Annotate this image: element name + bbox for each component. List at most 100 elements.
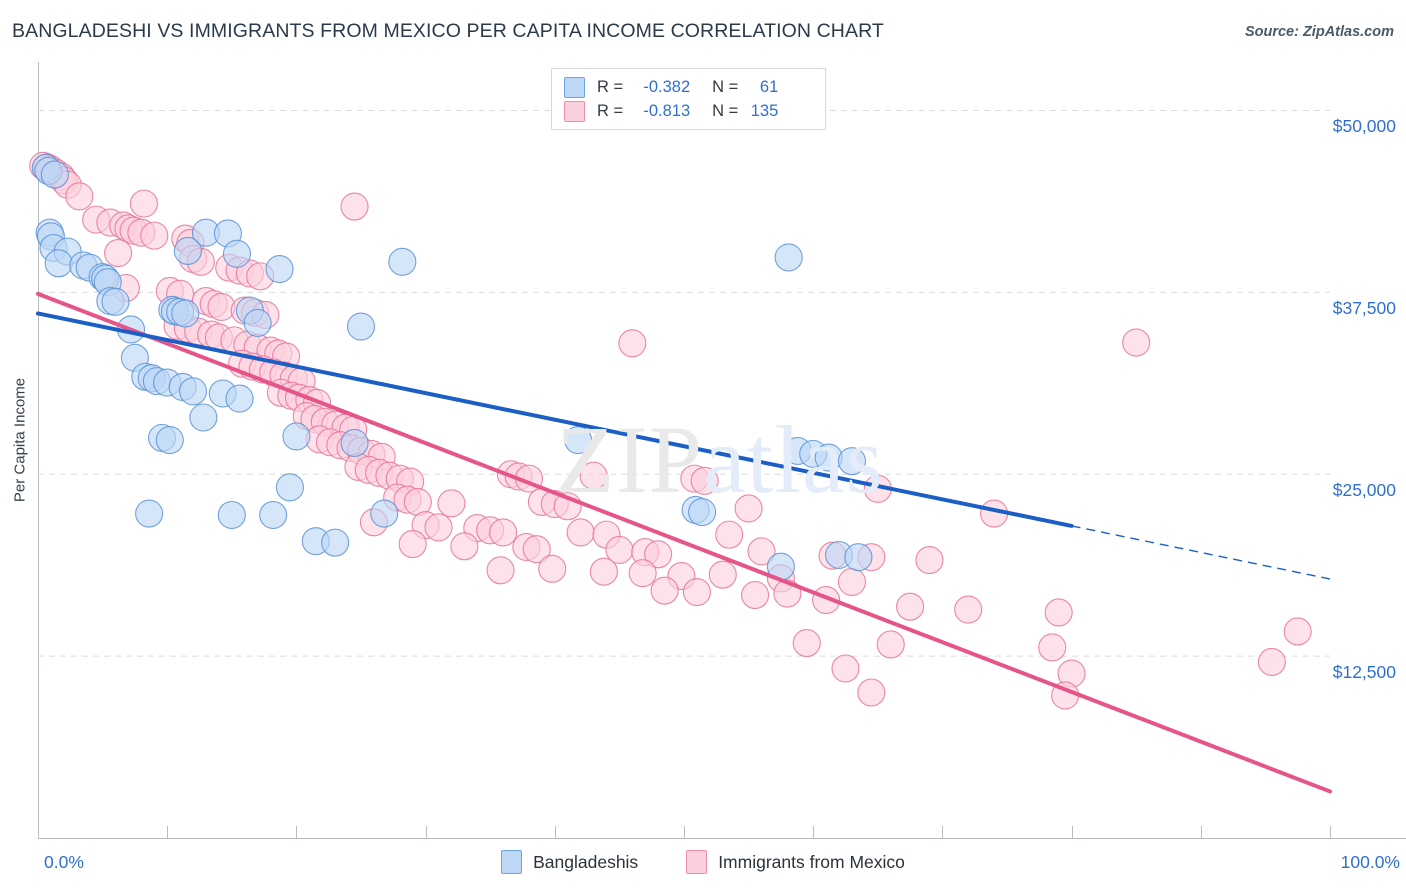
data-point (178, 377, 208, 406)
r-label-pink: R = (597, 101, 624, 120)
data-point (522, 535, 551, 564)
legend-item-bangladeshis[interactable]: Bangladeshis (501, 850, 638, 874)
data-point (644, 540, 673, 569)
data-point (129, 189, 158, 218)
data-point (741, 580, 770, 610)
data-point (876, 630, 905, 659)
data-point (65, 182, 94, 211)
source-attribution: Source: ZipAtlas.com (1244, 24, 1394, 40)
data-point (489, 518, 518, 547)
x-axis-tick (554, 826, 556, 838)
n-value-pink: 135 (750, 101, 779, 120)
data-point (340, 428, 369, 458)
legend-label-bangladeshis: Bangladeshis (533, 851, 639, 872)
data-point (275, 473, 304, 502)
data-point (650, 576, 679, 605)
x-axis-tick (1071, 826, 1073, 838)
data-point (171, 299, 200, 328)
y-axis-tick-label: $25,000 (1332, 480, 1396, 501)
y-axis-title-container: Per Capita Income (0, 340, 40, 540)
data-point (628, 559, 657, 588)
data-point (140, 221, 169, 250)
data-point (346, 312, 376, 341)
r-label-blue: R = (597, 77, 624, 96)
data-point (682, 578, 711, 607)
correlation-legend: R = -0.382 N = 61 R = -0.813 N = 135 (551, 68, 826, 130)
n-label-pink: N = (712, 101, 739, 120)
x-axis-tick (942, 826, 944, 838)
correlation-row-bangladeshis: R = -0.382 N = 61 (564, 75, 815, 99)
data-point (814, 443, 843, 472)
data-point (259, 500, 288, 530)
data-point (1122, 328, 1151, 357)
data-point (40, 160, 69, 189)
data-point (282, 422, 311, 451)
data-point (155, 426, 184, 455)
series-points-0 (31, 153, 873, 581)
data-point (954, 595, 983, 624)
data-point (1257, 647, 1286, 676)
data-point (101, 287, 130, 316)
x-axis-tick (425, 826, 427, 838)
data-point (566, 518, 595, 547)
legend-item-mexico[interactable]: Immigrants from Mexico (686, 850, 905, 874)
data-point (135, 499, 164, 528)
data-point (837, 447, 867, 476)
data-point (831, 654, 860, 683)
page-title: BANGLADESHI VS IMMIGRANTS FROM MEXICO PE… (12, 20, 884, 42)
x-axis-tick (813, 826, 815, 838)
x-axis-tick (38, 826, 39, 838)
data-point (189, 403, 218, 432)
data-point (265, 255, 294, 284)
scatter-canvas (29, 109, 1332, 794)
legend-label-mexico: Immigrants from Mexico (718, 851, 905, 872)
data-point (774, 243, 803, 272)
plot-area (29, 62, 1332, 838)
data-point (734, 494, 763, 523)
data-point (217, 500, 246, 530)
data-point (1038, 633, 1067, 662)
data-point (792, 628, 821, 658)
data-point (225, 384, 254, 413)
data-point (564, 426, 593, 455)
legend-color-mexico (686, 850, 708, 874)
data-point (388, 247, 417, 276)
data-point (173, 236, 202, 265)
data-point (747, 537, 776, 566)
data-point (579, 461, 608, 490)
data-point (1283, 617, 1312, 646)
r-value-blue: -0.382 (643, 77, 691, 96)
r-value-pink: -0.813 (643, 101, 691, 120)
y-axis-tick-label: $50,000 (1332, 116, 1396, 137)
x-axis-tick (296, 826, 298, 838)
data-point (915, 546, 944, 575)
data-point (243, 308, 272, 337)
x-axis-line (38, 838, 1406, 839)
data-point (104, 239, 133, 268)
data-point (708, 560, 737, 589)
legend-swatch-blue (564, 76, 585, 98)
data-point (450, 532, 479, 561)
data-point (896, 592, 925, 621)
data-point (844, 543, 873, 572)
x-axis-min-label: 0.0% (44, 852, 84, 872)
x-axis-tick (1200, 826, 1202, 838)
data-point (486, 556, 515, 585)
data-point (715, 520, 744, 549)
n-label-blue: N = (712, 77, 739, 96)
data-point (1044, 598, 1073, 627)
data-point (424, 513, 453, 542)
data-point (207, 292, 236, 321)
data-point (688, 498, 717, 527)
data-point (398, 530, 427, 559)
data-point (690, 466, 719, 495)
data-point (837, 567, 867, 596)
y-axis-title: Per Capita Income (11, 377, 29, 503)
trendline-bangladeshis (36, 311, 1074, 528)
data-point (538, 554, 567, 583)
data-point (589, 557, 618, 586)
legend-color-bangladeshis (501, 850, 523, 874)
x-axis-tick (684, 826, 685, 838)
data-point (340, 192, 369, 221)
